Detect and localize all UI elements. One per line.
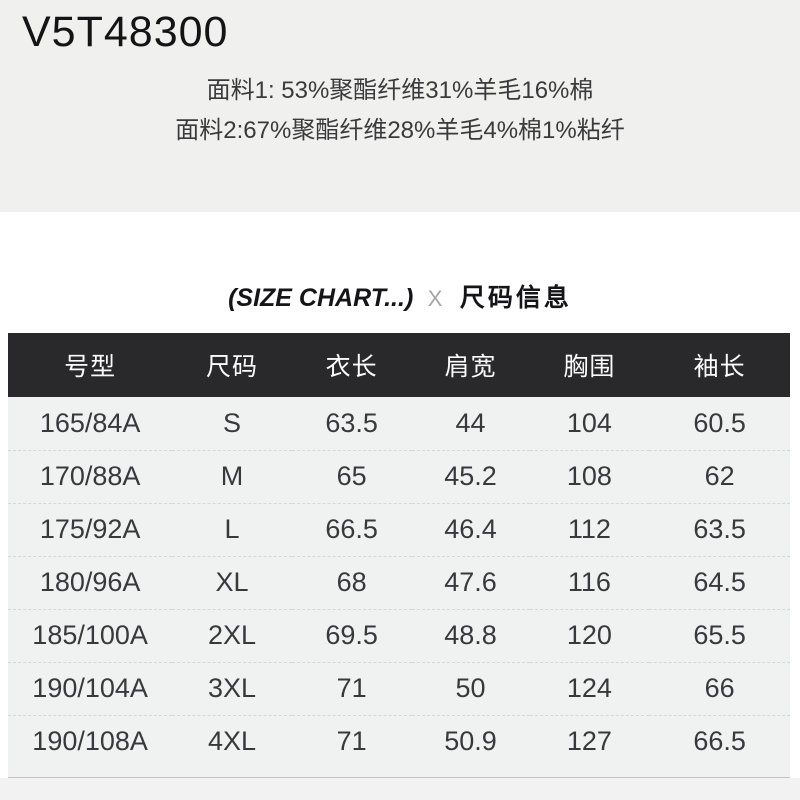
- table-cell: 50: [411, 661, 530, 715]
- table-cell: 64.5: [649, 555, 790, 609]
- product-code: V5T48300: [22, 8, 229, 56]
- table-row: 185/100A 2XL 69.5 48.8 120 65.5: [8, 608, 790, 662]
- fabric-composition: 面料1: 53%聚酯纤维31%羊毛16%棉 面料2:67%聚酯纤维28%羊毛4%…: [0, 71, 800, 151]
- table-header-row: 号型 尺码 衣长 肩宽 胸围 袖长: [8, 333, 790, 397]
- table-cell: 68: [291, 555, 412, 609]
- size-chart-title-cn: 尺码信息: [459, 284, 572, 312]
- table-cell: 165/84A: [8, 397, 173, 450]
- size-table-container: 号型 尺码 衣长 肩宽 胸围 袖长 165/84A S 63.5 44 104 60.5 170/88…: [8, 333, 790, 778]
- table-cell: 170/88A: [8, 449, 173, 503]
- fabric-line-1: 面料1: 53%聚酯纤维31%羊毛16%棉: [206, 77, 594, 105]
- table-header-cell: 衣长: [291, 333, 412, 397]
- table-header-cell: 袖长: [649, 333, 790, 397]
- table-cell: 60.5: [649, 397, 790, 450]
- table-header-cell: 号型: [8, 333, 173, 397]
- table-cell: 190/104A: [8, 661, 173, 715]
- table-cell: 71: [291, 661, 412, 715]
- table-header-cell: 胸围: [529, 333, 650, 397]
- section-divider: [0, 778, 800, 800]
- table-cell: 112: [529, 502, 650, 556]
- table-cell: 66: [649, 661, 790, 715]
- size-chart-title-separator: X: [427, 286, 443, 311]
- table-header-cell: 尺码: [172, 333, 292, 397]
- table-cell: 66.5: [649, 714, 790, 768]
- table-cell: 124: [529, 661, 650, 715]
- table-row: 190/104A 3XL 71 50 124 66: [8, 661, 790, 715]
- table-cell: 62: [649, 449, 790, 503]
- table-cell: 180/96A: [8, 555, 173, 609]
- table-cell: 45.2: [411, 449, 530, 503]
- size-chart-title: (SIZE CHART...) X 尺码信息: [0, 212, 800, 314]
- table-cell: 2XL: [172, 608, 292, 662]
- table-cell: M: [172, 449, 292, 503]
- size-table: 号型 尺码 衣长 肩宽 胸围 袖长 165/84A S 63.5 44 104 60.5 170/88…: [8, 333, 790, 768]
- table-row: 190/108A 4XL 71 50.9 127 66.5: [8, 714, 790, 768]
- table-row: 175/92A L 66.5 46.4 112 63.5: [8, 502, 790, 556]
- table-cell: L: [172, 502, 292, 556]
- table-row: 170/88A M 65 45.2 108 62: [8, 449, 790, 503]
- table-cell: 104: [529, 397, 650, 450]
- table-cell: 127: [529, 714, 650, 768]
- table-cell: 4XL: [172, 714, 292, 768]
- fabric-line-2: 面料2:67%聚酯纤维28%羊毛4%棉1%粘纤: [175, 117, 625, 145]
- table-cell: 190/108A: [8, 714, 173, 768]
- table-header-cell: 肩宽: [411, 333, 530, 397]
- table-cell: 50.9: [411, 714, 530, 768]
- table-cell: 66.5: [291, 502, 412, 556]
- table-cell: 65.5: [649, 608, 790, 662]
- table-cell: 116: [529, 555, 650, 609]
- table-cell: 48.8: [411, 608, 530, 662]
- table-cell: 108: [529, 449, 650, 503]
- table-cell: 63.5: [649, 502, 790, 556]
- table-row: 165/84A S 63.5 44 104 60.5: [8, 397, 790, 450]
- size-chart-title-en: (SIZE CHART...): [228, 284, 414, 312]
- table-cell: XL: [172, 555, 292, 609]
- table-cell: 46.4: [411, 502, 530, 556]
- table-cell: 47.6: [411, 555, 530, 609]
- table-cell: 3XL: [172, 661, 292, 715]
- table-cell: 65: [291, 449, 412, 503]
- table-cell: 69.5: [291, 608, 412, 662]
- table-cell: 71: [291, 714, 412, 768]
- table-cell: S: [172, 397, 292, 450]
- table-cell: 175/92A: [8, 502, 173, 556]
- product-info-banner: V5T48300 面料1: 53%聚酯纤维31%羊毛16%棉 面料2:67%聚酯…: [0, 0, 800, 212]
- table-row: 180/96A XL 68 47.6 116 64.5: [8, 555, 790, 609]
- table-cell: 185/100A: [8, 608, 173, 662]
- table-cell: 63.5: [291, 397, 412, 450]
- table-cell: 44: [411, 397, 530, 450]
- table-cell: 120: [529, 608, 650, 662]
